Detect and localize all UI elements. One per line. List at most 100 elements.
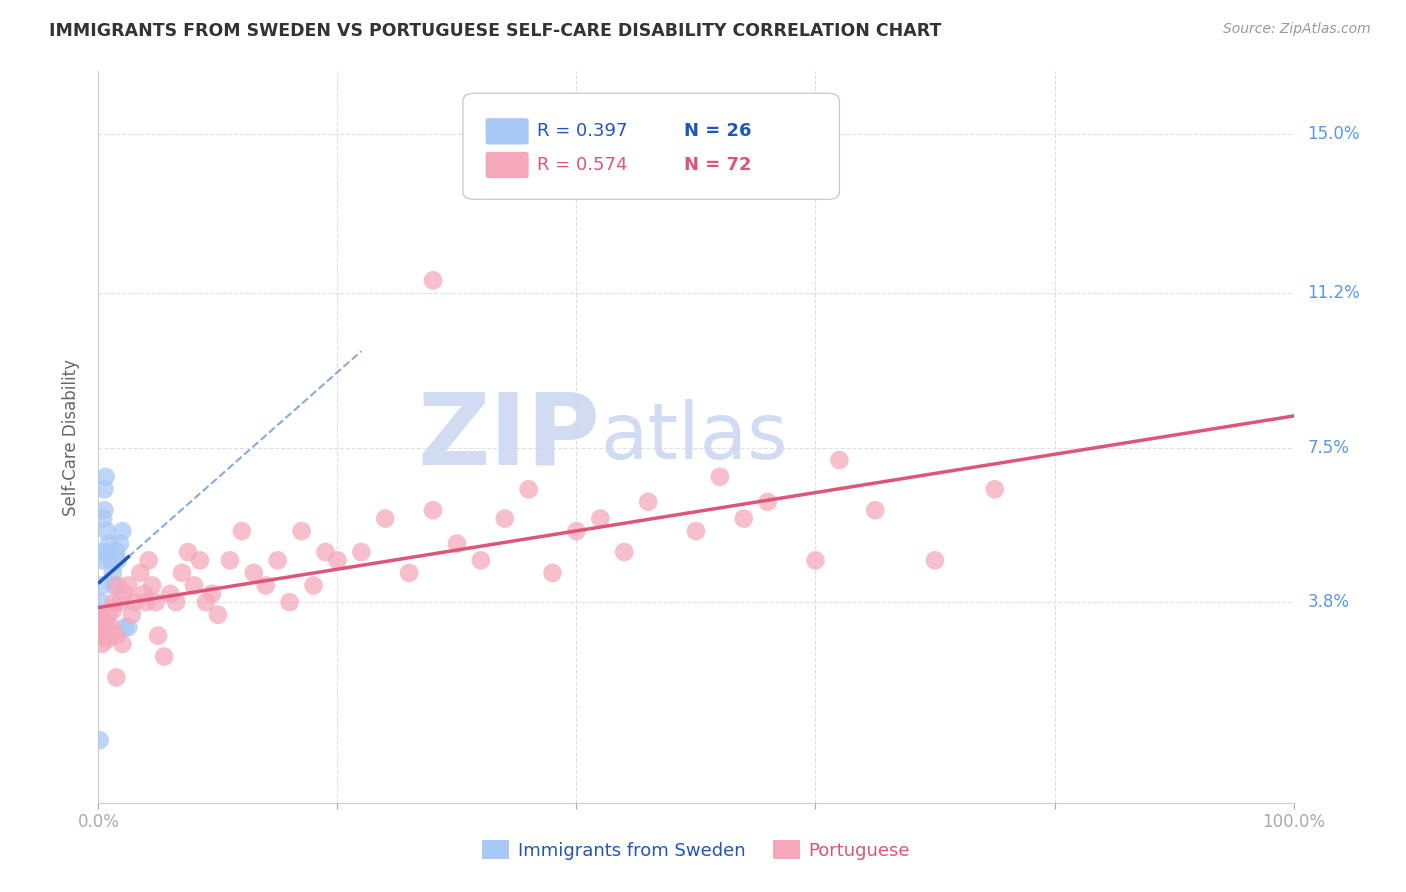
Point (446, 536, 468, 550)
Point (219, 553, 242, 567)
Point (828, 453, 851, 467)
Point (141, 578, 163, 592)
Point (756, 495, 779, 509)
Point (124, 595, 146, 609)
Point (90, 624, 112, 639)
Point (98, 553, 122, 567)
Point (685, 524, 707, 538)
Point (98, 624, 121, 639)
Text: N = 26: N = 26 (685, 122, 752, 140)
Point (138, 553, 160, 567)
Point (117, 578, 139, 592)
Point (188, 553, 211, 567)
Point (101, 566, 124, 580)
Point (984, 483, 1007, 497)
Point (93, 483, 115, 497)
Point (637, 495, 659, 509)
Point (177, 545, 200, 559)
Point (89, 733, 111, 747)
Point (101, 603, 124, 617)
Point (103, 578, 125, 592)
FancyBboxPatch shape (463, 94, 839, 200)
Point (89, 629, 111, 643)
Point (231, 524, 253, 538)
Point (326, 553, 349, 567)
Point (267, 553, 290, 567)
Point (89, 616, 111, 631)
Point (91, 612, 114, 626)
Point (97, 545, 120, 559)
Point (108, 595, 131, 609)
Text: atlas: atlas (600, 399, 787, 475)
Point (89, 612, 111, 626)
Point (165, 595, 187, 609)
Point (470, 553, 492, 567)
Point (565, 524, 588, 538)
Point (105, 670, 128, 684)
Point (117, 620, 139, 634)
Point (541, 566, 564, 580)
Point (589, 511, 612, 525)
Text: 15.0%: 15.0% (1308, 125, 1360, 143)
Point (129, 566, 152, 580)
Text: 7.5%: 7.5% (1308, 439, 1350, 457)
Text: 3.8%: 3.8% (1308, 593, 1350, 611)
Point (93, 503, 115, 517)
FancyBboxPatch shape (485, 118, 529, 145)
Point (89, 620, 111, 634)
Point (90, 620, 112, 634)
Point (243, 566, 266, 580)
Point (291, 524, 314, 538)
Text: N = 72: N = 72 (685, 156, 752, 174)
Point (103, 595, 125, 609)
Point (114, 620, 136, 634)
Point (709, 470, 731, 484)
Text: R = 0.574: R = 0.574 (537, 156, 627, 174)
Point (865, 503, 887, 517)
Point (135, 595, 157, 609)
Point (924, 553, 946, 567)
Point (350, 545, 373, 559)
Point (153, 649, 176, 664)
Point (105, 545, 128, 559)
Point (132, 587, 155, 601)
Point (94, 616, 117, 631)
Point (111, 637, 134, 651)
Point (121, 607, 143, 622)
Point (613, 545, 636, 559)
Point (96, 632, 118, 647)
Point (105, 629, 128, 643)
Point (159, 587, 181, 601)
Point (111, 524, 134, 538)
Point (90, 607, 112, 622)
FancyBboxPatch shape (485, 152, 529, 178)
Point (254, 578, 277, 592)
Point (172, 566, 194, 580)
Point (201, 587, 224, 601)
Point (494, 511, 516, 525)
Point (733, 511, 755, 525)
Point (114, 587, 136, 601)
Point (148, 629, 170, 643)
Point (98, 629, 122, 643)
Point (315, 545, 337, 559)
Text: IMMIGRANTS FROM SWEDEN VS PORTUGUESE SELF-CARE DISABILITY CORRELATION CHART: IMMIGRANTS FROM SWEDEN VS PORTUGUESE SEL… (49, 22, 942, 40)
Point (278, 595, 301, 609)
Point (100, 620, 122, 634)
Point (145, 595, 167, 609)
Y-axis label: Self-Care Disability: Self-Care Disability (62, 359, 80, 516)
Text: 11.2%: 11.2% (1308, 284, 1360, 301)
Point (98, 536, 121, 550)
Point (91, 578, 114, 592)
Text: ZIP: ZIP (418, 389, 600, 485)
Point (91, 553, 114, 567)
Point (107, 553, 129, 567)
Text: R = 0.397: R = 0.397 (537, 122, 627, 140)
Point (422, 273, 444, 287)
Point (804, 553, 827, 567)
Point (422, 503, 444, 517)
Point (195, 595, 218, 609)
Point (90, 595, 112, 609)
Point (94, 470, 117, 484)
Legend: Immigrants from Sweden, Portuguese: Immigrants from Sweden, Portuguese (475, 833, 917, 867)
